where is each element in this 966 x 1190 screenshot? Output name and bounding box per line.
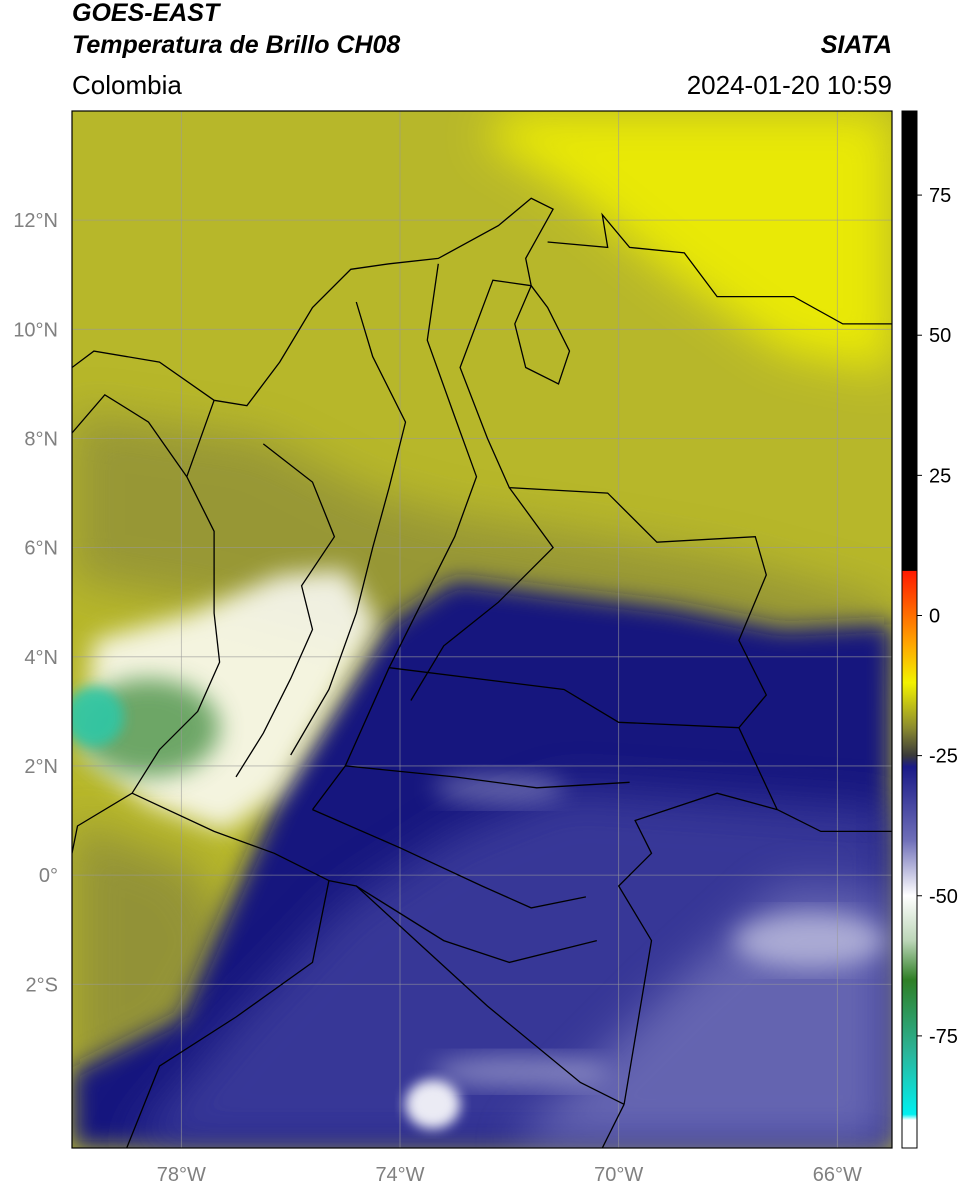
longitude-label: 78°W (157, 1164, 206, 1186)
dept-andes-2 (290, 301, 407, 756)
latitude-label: 6°N (24, 538, 58, 560)
warm-area-northeast (482, 111, 892, 373)
caribbean-coast-colombia (213, 197, 554, 407)
latitude-label: 10°N (13, 319, 58, 341)
dept-andes-1 (235, 443, 336, 778)
colorbar-scale (901, 110, 918, 1149)
latitude-labels: 12°N 10°N 8°N 6°N 4°N 2°N 0° 2°S (13, 210, 58, 996)
ecuador-peru-border (126, 880, 330, 1148)
longitude-labels: 78°W 74°W 70°W 66°W (157, 1164, 862, 1186)
dept-llanos (410, 487, 554, 701)
longitude-label: 66°W (813, 1164, 862, 1186)
lake-maracaibo (514, 285, 571, 385)
title-line-1: GOES-EAST (72, 0, 220, 27)
country-borders (72, 197, 892, 1148)
latitude-label: 4°N (24, 647, 58, 669)
dept-amazonas (355, 885, 597, 964)
colorbar-tick-label: -75 (929, 1026, 958, 1048)
latitude-label: 8°N (24, 428, 58, 450)
dept-caqueta (312, 809, 587, 909)
colorbar-tick-label: 75 (929, 185, 951, 207)
graticule (72, 111, 892, 1148)
cirrus-streaks-east (733, 913, 887, 968)
pacific-coast (72, 400, 221, 854)
dept-meta (389, 667, 739, 729)
venezuela-brazil-border (776, 809, 892, 833)
brightness-temperature-image (72, 111, 892, 1148)
colombia-peru-border (328, 879, 625, 1105)
timestamp-label: 2024-01-20 10:59 (686, 70, 892, 100)
cirrus-streaks-south (432, 1055, 608, 1088)
venezuela-coast (547, 212, 892, 325)
latitude-label: 12°N (13, 210, 58, 232)
peru-brazil-border (601, 1104, 625, 1148)
colorbar-tick-label: -25 (929, 746, 958, 768)
latitude-label: 2°S (26, 974, 58, 996)
title-line-2: Temperatura de Brillo CH08 (72, 31, 401, 59)
colombia-venezuela-border (459, 279, 778, 810)
dept-guaviare (345, 765, 630, 789)
latitude-label: 0° (39, 865, 58, 887)
colorbar-tick-label: -50 (929, 886, 958, 908)
colombia-ecuador-border (131, 792, 330, 882)
colorbar-ticks: 75 50 25 0 -25 -50 -75 (917, 185, 958, 1048)
region-label: Colombia (72, 70, 182, 100)
cold-core-teal (72, 686, 124, 747)
colorbar-tick-label: 0 (929, 605, 940, 627)
colorbar: 75 50 25 0 -25 -50 -75 (901, 110, 958, 1149)
panama-pacific (72, 393, 188, 478)
colombia-brazil-border (617, 792, 778, 1105)
panama-coast (72, 350, 215, 401)
cirrus-streaks-amazon (432, 771, 564, 805)
latitude-label: 2°N (24, 756, 58, 778)
colorbar-tick-label: 50 (929, 325, 951, 347)
organization-label: SIATA (820, 31, 892, 59)
colorbar-tick-label: 25 (929, 465, 951, 487)
olive-area-southwest (72, 820, 236, 1094)
dept-andes-3 (311, 263, 478, 810)
convective-cell-southeast (405, 1079, 461, 1129)
longitude-label: 70°W (594, 1164, 643, 1186)
map-frame (71, 110, 893, 1149)
longitude-label: 74°W (375, 1164, 424, 1186)
